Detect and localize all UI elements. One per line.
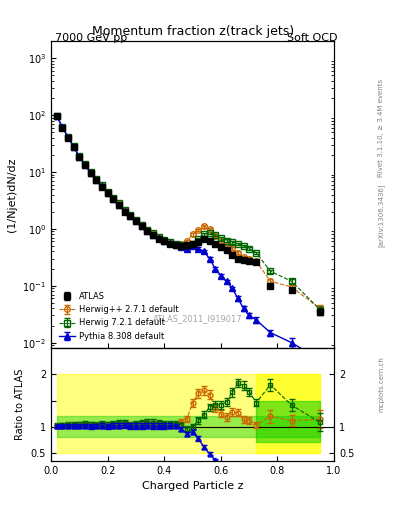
Text: 7000 GeV pp: 7000 GeV pp bbox=[55, 33, 127, 44]
Text: Soft QCD: Soft QCD bbox=[288, 33, 338, 44]
Title: Momentum fraction z(track jets): Momentum fraction z(track jets) bbox=[92, 26, 294, 38]
Text: mcplots.cern.ch: mcplots.cern.ch bbox=[378, 356, 384, 412]
X-axis label: Charged Particle z: Charged Particle z bbox=[142, 481, 243, 491]
Text: [arXiv:1306.3436]: [arXiv:1306.3436] bbox=[378, 183, 385, 247]
Y-axis label: Ratio to ATLAS: Ratio to ATLAS bbox=[15, 369, 25, 440]
Legend: ATLAS, Herwig++ 2.7.1 default, Herwig 7.2.1 default, Pythia 8.308 default: ATLAS, Herwig++ 2.7.1 default, Herwig 7.… bbox=[55, 289, 182, 344]
Text: Rivet 3.1.10, ≥ 3.4M events: Rivet 3.1.10, ≥ 3.4M events bbox=[378, 79, 384, 177]
Y-axis label: (1/Njet)dN/dz: (1/Njet)dN/dz bbox=[7, 157, 17, 232]
Text: ATLAS_2011_I919017: ATLAS_2011_I919017 bbox=[153, 314, 243, 324]
